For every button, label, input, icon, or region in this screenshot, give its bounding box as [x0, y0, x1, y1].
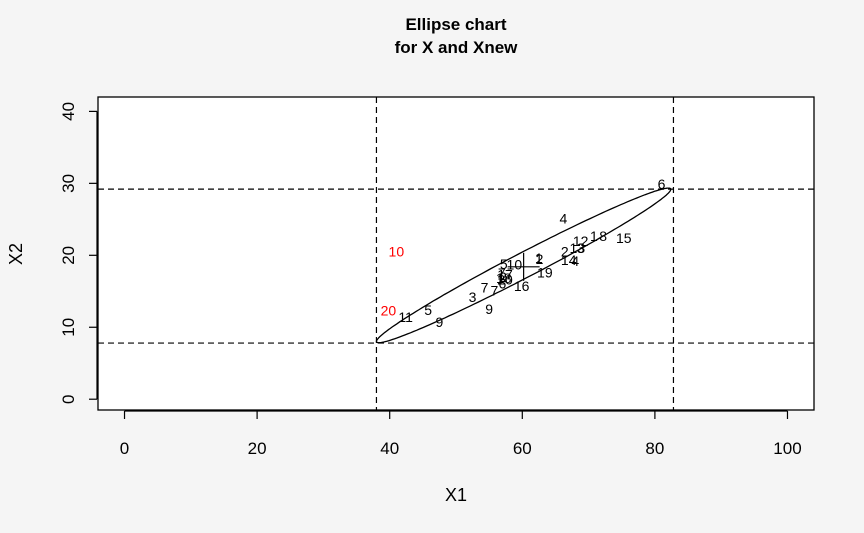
x-tick-label: 0 — [120, 439, 129, 458]
point-label: 5 — [424, 302, 432, 318]
point-label: 15 — [616, 230, 632, 246]
point-label: 7 — [491, 282, 499, 298]
point-label: 8 — [599, 228, 607, 244]
x-tick-label: 60 — [513, 439, 532, 458]
point-label: 11 — [398, 309, 413, 325]
chart-subtitle: for X and Xnew — [395, 38, 519, 57]
y-axis: 0 10 20 30 40 — [59, 102, 98, 404]
point-label: 3 — [469, 289, 477, 305]
point-label: 9 — [436, 314, 444, 330]
y-tick-label: 0 — [59, 394, 78, 403]
point-label: 13 — [570, 240, 586, 256]
point-label: 3 — [577, 240, 585, 256]
x-axis: 0 20 40 60 80 100 — [120, 410, 802, 458]
point-label: 4 — [571, 253, 579, 269]
control-ellipse — [375, 187, 672, 344]
point-label: 7 — [498, 265, 506, 281]
x-tick-label: 20 — [248, 439, 267, 458]
point-label: 10 — [507, 257, 523, 273]
point-label: 4 — [560, 211, 568, 227]
y-tick-label: 10 — [59, 318, 78, 337]
point-label: 6 — [499, 275, 507, 291]
x-tick-label: 80 — [645, 439, 664, 458]
x-axis-label: X1 — [445, 485, 467, 505]
point-label: 7 — [481, 280, 489, 296]
point-label: 12 — [573, 233, 589, 249]
point-label: 20 — [381, 303, 397, 319]
point-label: 17 — [497, 267, 513, 283]
y-tick-label: 30 — [59, 174, 78, 193]
chart-title: Ellipse chart — [405, 15, 506, 34]
x-tick-label: 100 — [773, 439, 801, 458]
point-label: 18 — [496, 270, 512, 286]
point-label: 2 — [561, 244, 569, 260]
point-label: 19 — [537, 264, 553, 280]
point-label: 9 — [485, 301, 493, 317]
point-label: 20 — [497, 272, 513, 288]
point-label: 10 — [389, 244, 405, 260]
point-label: 1 — [590, 228, 598, 244]
point-label: 14 — [561, 252, 577, 268]
point-label: 2 — [499, 269, 507, 285]
point-label: 6 — [658, 176, 666, 192]
x-tick-label: 40 — [380, 439, 399, 458]
point-label: 1 — [535, 250, 543, 266]
y-axis-label: X2 — [6, 243, 26, 265]
y-tick-label: 20 — [59, 246, 78, 265]
plot-frame — [97, 96, 815, 411]
point-label: 16 — [514, 278, 530, 294]
point-label: 5 — [500, 256, 508, 272]
y-tick-label: 40 — [59, 102, 78, 121]
point-label: 2 — [536, 251, 544, 267]
